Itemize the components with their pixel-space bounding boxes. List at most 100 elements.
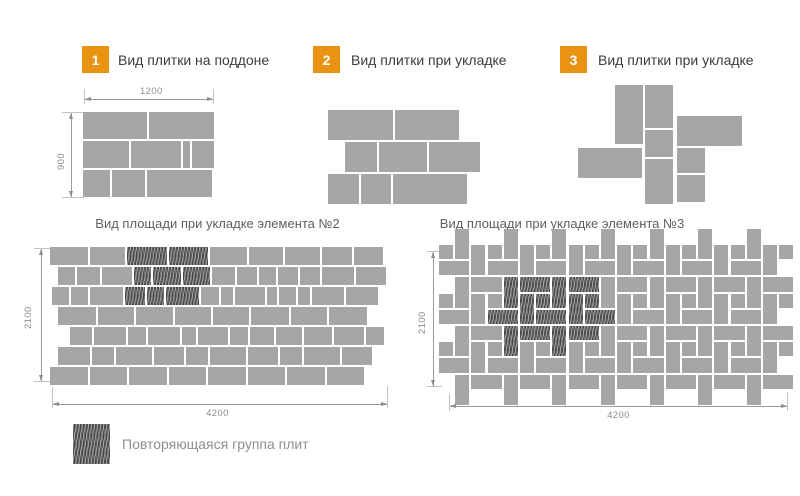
area2-title: Вид площади при укладке элемента №2 [95,216,340,231]
paving-tile [136,307,173,325]
paving-tile [70,327,92,345]
paving-tile [714,277,745,292]
area2-height-dimension-line [41,249,42,381]
paving-tile [304,327,332,345]
paving-tile [681,261,713,276]
paving-tile [438,358,470,373]
paving-tile [471,342,486,373]
paving-tile [210,347,246,365]
paving-tile [77,267,100,285]
paving-tile [471,293,486,324]
paving-tile [52,287,69,305]
paving-tile [455,326,470,357]
step-badge-3: 3 [560,46,587,73]
paving-tile [221,287,233,305]
repeat-group-tile [568,293,583,324]
paving-tile [600,374,616,405]
paving-tile [300,267,320,285]
paving-tile [746,277,761,308]
paving-tile [536,358,567,373]
paving-tile [278,267,298,285]
paving-tile [633,293,648,308]
paving-tile [746,374,761,405]
paving-tile [714,245,729,276]
paving-tile [83,141,129,168]
paving-tile [730,358,761,373]
paving-tile [714,326,745,341]
paving-tile [552,374,567,405]
area2-width-dimension-line [53,404,387,405]
paving-tile [617,326,648,341]
paving-tile [519,342,535,373]
paving-tile [519,374,551,389]
extension-line [52,387,53,408]
paving-tile [192,141,214,168]
paving-tile [746,326,761,357]
paving-tile [83,112,147,139]
paving-tile [762,293,778,324]
area3-height-label: 2100 [417,311,428,334]
paving-tile [519,245,535,276]
area3-width-label: 4200 [607,410,630,421]
paving-tile [58,307,96,325]
arrowhead-icon [450,404,456,408]
extension-line [213,89,214,104]
step-number: 3 [569,51,578,68]
paving-tile [147,170,212,197]
paving-tile [438,293,454,308]
paving-tile [346,287,378,305]
paving-tile [584,245,599,260]
paving-tile [633,342,648,357]
paving-tile [287,367,325,385]
paving-tile [83,170,110,197]
paving-tile [116,347,152,365]
paving-tile [94,327,126,345]
paving-tile [212,267,235,285]
paving-tile [698,228,713,260]
arrowhead-icon [69,113,73,119]
paving-tile [487,245,502,260]
paving-tile [208,367,246,385]
paving-tile [248,347,278,365]
paving-tile [762,342,778,373]
paving-tile [584,261,616,276]
paving-tile [779,293,794,308]
paving-tile [102,267,132,285]
paving-tile [779,342,794,357]
extension-line [84,89,85,104]
paving-tile [568,374,599,389]
repeat-group-tile [503,326,518,357]
paving-tile [322,247,352,265]
paving-tile [536,261,567,276]
paving-tile [471,374,502,389]
paving-tile [334,327,364,345]
repeat-group-tile [153,267,181,285]
paving-tile [730,261,761,276]
paving-tile [536,342,551,357]
paving-tile [393,174,467,204]
paving-tile [230,327,248,345]
step-badge-2: 2 [313,46,340,73]
repeat-group-tile [584,293,599,308]
repeat-group-tile [183,267,210,285]
area3-title: Вид площади при укладке элемента №3 [439,216,685,231]
paving-tile [131,141,181,168]
paving-tile [129,367,167,385]
repeat-group-tile [134,267,151,285]
repeat-group-tile [568,326,599,341]
paving-tile [237,267,257,285]
repeat-group-tile [127,247,167,265]
extension-line [787,392,788,411]
paving-tile [58,347,90,365]
paving-tile [366,327,384,345]
area3-width-dimension-line [450,406,787,407]
paving-tile [361,174,391,204]
paving-tile [617,245,632,276]
paving-tile [698,374,713,405]
paving-tile [645,85,673,128]
paving-tile [503,228,518,260]
extension-line [427,386,442,387]
arrowhead-icon [431,380,435,386]
paving-tile [649,228,664,260]
